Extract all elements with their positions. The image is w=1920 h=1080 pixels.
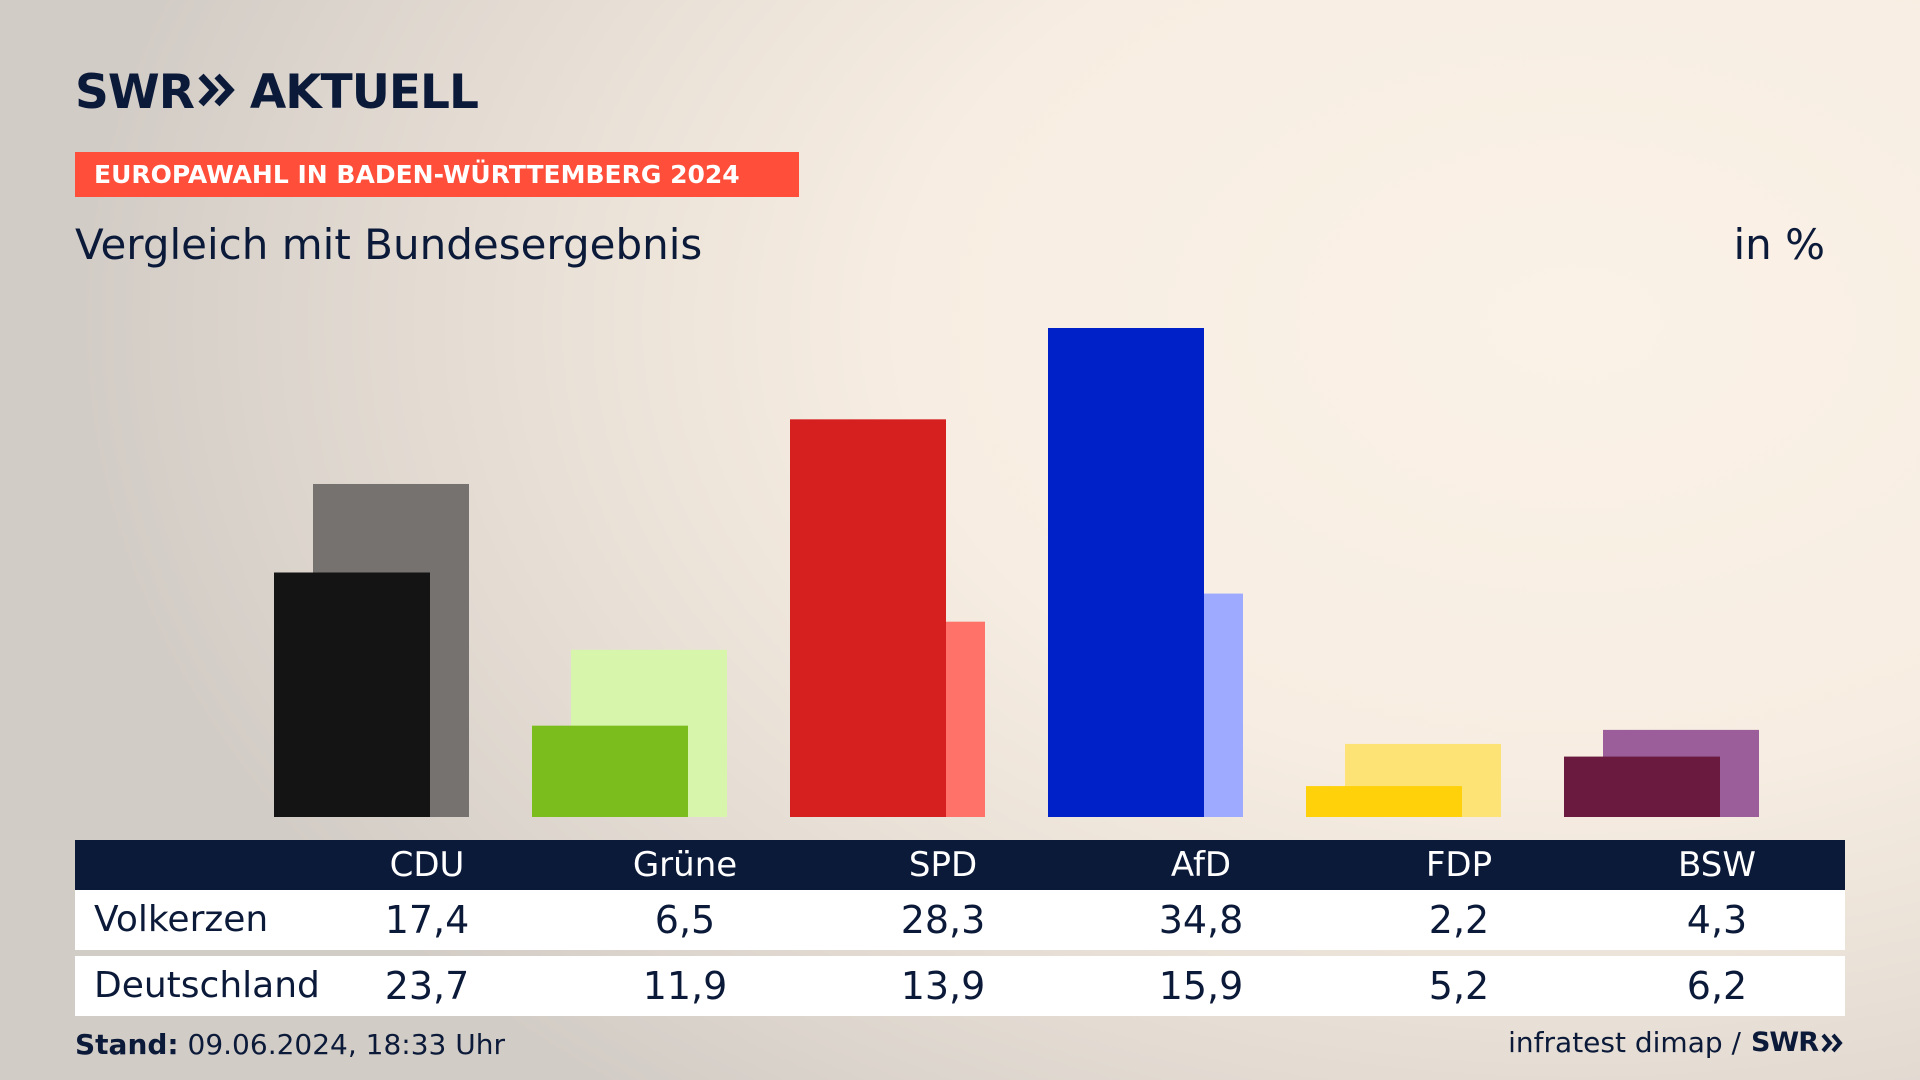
party-label-spd: SPD xyxy=(908,845,978,885)
party-label-bsw: BSW xyxy=(1678,845,1756,885)
bar-volkerzen-bsw xyxy=(1564,756,1720,817)
source-credit: infratest dimap / SWR xyxy=(1508,1026,1845,1059)
value-cell: 6,2 xyxy=(1686,964,1748,1008)
stand-value: 09.06.2024, 18:33 Uhr xyxy=(187,1028,505,1061)
value-cell: 28,3 xyxy=(900,898,986,942)
party-header-row: CDU Grüne SPD AfD FDP BSW xyxy=(75,840,1845,890)
value-cell: 6,5 xyxy=(654,898,716,942)
party-label-afd: AfD xyxy=(1170,845,1232,885)
swr-aktuell-logo: SWR AKTUELL xyxy=(75,62,479,122)
timestamp: Stand: 09.06.2024, 18:33 Uhr xyxy=(75,1028,505,1061)
value-cell: 23,7 xyxy=(384,964,470,1008)
value-cell: 17,4 xyxy=(384,898,470,942)
value-cell: 15,9 xyxy=(1158,964,1244,1008)
value-cell: 2,2 xyxy=(1428,898,1490,942)
stand-label: Stand: xyxy=(75,1028,179,1061)
unit-label: in % xyxy=(1733,220,1825,269)
bar-chart xyxy=(274,328,1759,817)
swr-mini-logo: SWR xyxy=(1750,1027,1819,1058)
row-label: Volkerzen xyxy=(94,899,269,940)
bar-volkerzen-fdp xyxy=(1306,786,1462,817)
value-cell: 11,9 xyxy=(642,964,728,1008)
value-cell: 5,2 xyxy=(1428,964,1490,1008)
party-label-fdp: FDP xyxy=(1425,845,1493,885)
table-row: Volkerzen 17,4 6,5 28,3 34,8 2,2 4,3 xyxy=(75,890,1845,950)
party-label-gruene: Grüne xyxy=(632,845,738,885)
party-label-cdu: CDU xyxy=(389,845,465,885)
double-chevron-icon xyxy=(198,73,236,111)
logo-product: AKTUELL xyxy=(249,64,479,120)
bar-volkerzen-spd xyxy=(790,419,946,817)
value-cell: 13,9 xyxy=(900,964,986,1008)
table-row: Deutschland 23,7 11,9 13,9 15,9 5,2 6,2 xyxy=(75,956,1845,1016)
bar-volkerzen-afd xyxy=(1048,328,1204,817)
chart-subtitle: Vergleich mit Bundesergebnis xyxy=(75,220,703,269)
bar-volkerzen-cdu xyxy=(274,572,430,817)
row-label: Deutschland xyxy=(94,965,320,1006)
bar-volkerzen-gruene xyxy=(532,725,688,817)
source-text: infratest dimap / xyxy=(1508,1026,1741,1059)
value-cell: 34,8 xyxy=(1158,898,1244,942)
election-banner: EUROPAWAHL IN BADEN-WÜRTTEMBERG 2024 xyxy=(75,152,799,197)
mini-chevron-icon xyxy=(1821,1033,1843,1052)
logo-brand: SWR xyxy=(75,64,195,120)
value-cell: 4,3 xyxy=(1686,898,1748,942)
